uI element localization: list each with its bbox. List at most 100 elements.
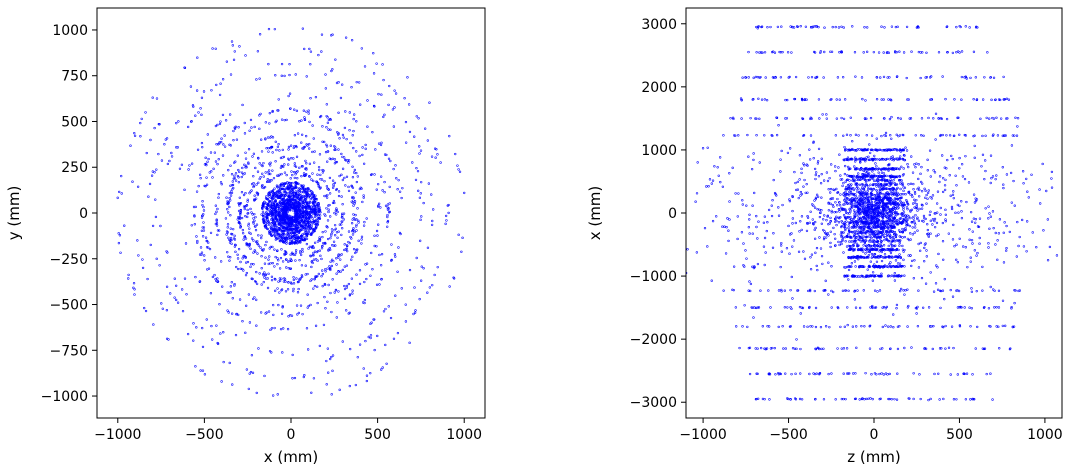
- data-point: [293, 253, 297, 257]
- data-point: [344, 309, 348, 312]
- data-point: [701, 147, 705, 150]
- data-point: [390, 259, 393, 262]
- data-point: [280, 312, 284, 315]
- data-point: [817, 175, 821, 178]
- data-point: [227, 311, 230, 314]
- data-point: [294, 165, 298, 169]
- data-point: [955, 243, 958, 246]
- data-point: [331, 354, 335, 357]
- data-point: [338, 388, 341, 392]
- data-point: [309, 196, 312, 199]
- data-point: [935, 221, 939, 225]
- data-point: [935, 264, 938, 267]
- data-point: [1005, 246, 1008, 250]
- data-point: [195, 326, 198, 329]
- data-point: [791, 222, 794, 225]
- data-point: [152, 323, 155, 326]
- data-point: [393, 89, 396, 92]
- data-point: [298, 238, 301, 241]
- data-point: [116, 196, 119, 200]
- data-point: [431, 208, 435, 211]
- data-point: [276, 190, 279, 193]
- data-point: [335, 160, 339, 164]
- data-point: [318, 210, 321, 214]
- data-point: [447, 211, 450, 215]
- data-point: [119, 174, 123, 178]
- data-point: [345, 175, 349, 179]
- data-point: [269, 232, 272, 235]
- data-point: [756, 262, 760, 266]
- data-point: [834, 201, 837, 204]
- data-point: [234, 160, 237, 163]
- data-point: [1041, 162, 1044, 166]
- data-point: [380, 368, 383, 371]
- data-point: [747, 226, 751, 229]
- data-point: [247, 387, 251, 391]
- data-point: [890, 210, 893, 214]
- data-point: [804, 25, 808, 28]
- data-point: [939, 306, 942, 310]
- data-point: [941, 221, 945, 225]
- data-point: [288, 181, 291, 185]
- data-point: [951, 295, 955, 298]
- data-point: [166, 162, 170, 166]
- data-point: [228, 361, 231, 365]
- data-point: [447, 203, 450, 207]
- data-point: [828, 222, 831, 225]
- data-point: [201, 145, 204, 149]
- data-point: [355, 273, 358, 276]
- data-point: [1002, 261, 1006, 264]
- data-point: [321, 245, 324, 248]
- data-point: [337, 81, 340, 84]
- data-point: [267, 193, 270, 197]
- data-point: [299, 224, 302, 228]
- data-point: [969, 398, 972, 401]
- data-point: [910, 50, 913, 53]
- data-point: [908, 397, 911, 400]
- data-point: [994, 231, 997, 235]
- data-point: [895, 218, 899, 222]
- data-point: [280, 248, 283, 251]
- data-point: [280, 118, 284, 121]
- data-point: [1025, 220, 1029, 223]
- data-point: [856, 231, 860, 234]
- data-point: [940, 154, 944, 157]
- data-point: [226, 250, 229, 254]
- data-point: [924, 189, 927, 193]
- data-point: [274, 215, 278, 218]
- data-point: [852, 188, 855, 192]
- data-point: [297, 311, 301, 315]
- data-point: [277, 303, 280, 307]
- data-point: [781, 203, 784, 207]
- data-point: [308, 214, 312, 217]
- data-point: [144, 309, 148, 313]
- data-point: [448, 134, 451, 138]
- data-point: [404, 120, 408, 124]
- data-point: [306, 144, 309, 147]
- data-point: [904, 219, 908, 223]
- data-point: [385, 362, 388, 365]
- data-point: [893, 279, 897, 282]
- data-point: [123, 224, 126, 227]
- data-point: [852, 209, 856, 212]
- data-point: [934, 282, 938, 285]
- data-point: [392, 337, 396, 341]
- data-point: [283, 236, 287, 239]
- data-point: [927, 398, 930, 402]
- data-point: [726, 217, 729, 220]
- data-point: [929, 196, 932, 199]
- data-point: [259, 112, 262, 116]
- data-point: [236, 253, 239, 257]
- data-point: [318, 344, 322, 348]
- data-point: [837, 208, 841, 211]
- data-point: [232, 58, 236, 62]
- data-point: [175, 121, 178, 125]
- data-point: [895, 211, 898, 214]
- data-point: [970, 290, 974, 294]
- data-point: [375, 245, 378, 248]
- data-point: [910, 264, 913, 268]
- data-point: [299, 203, 302, 206]
- data-point: [870, 252, 874, 256]
- data-point: [1030, 173, 1033, 176]
- data-point: [388, 202, 391, 205]
